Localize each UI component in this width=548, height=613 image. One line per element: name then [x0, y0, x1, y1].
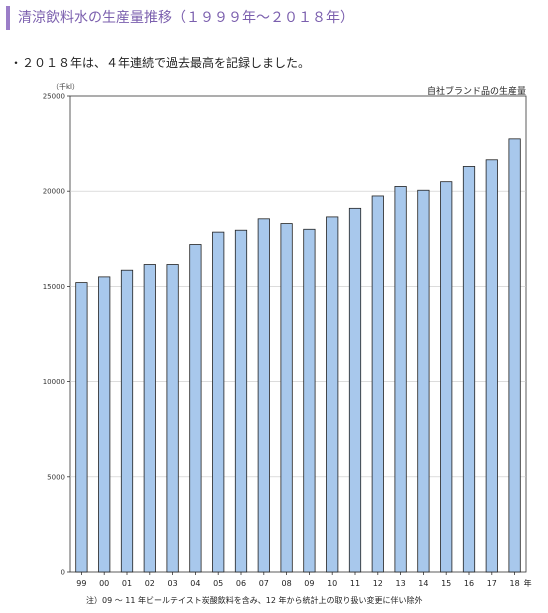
y-tick-label: 25000: [43, 93, 65, 101]
x-tick-label: 10: [327, 579, 337, 588]
bar-03: [166, 264, 179, 573]
page-title: 清涼飲料水の生産量推移（１９９９年～２０１８年）: [6, 6, 542, 30]
x-tick-label: 16: [464, 579, 474, 588]
x-tick-label: 17: [487, 579, 497, 588]
bar-16: [462, 166, 476, 573]
bar-08: [280, 223, 293, 573]
bar-01: [120, 269, 134, 573]
unit-label: （千kl）: [52, 82, 79, 91]
bar-18: [508, 138, 521, 573]
x-tick-label: 00: [99, 579, 109, 588]
x-tick-label: 01: [122, 579, 132, 588]
x-tick-label: 05: [213, 579, 223, 588]
x-tick-label: 15: [441, 579, 451, 588]
y-tick-layer: 0 5000 10000 15000 20000 25000: [43, 93, 65, 577]
bar-14: [417, 189, 430, 573]
y-tick-label: 10000: [43, 378, 65, 386]
x-tick-label: 06: [236, 579, 246, 588]
bar-12: [371, 195, 384, 573]
bar-00: [98, 276, 111, 573]
x-tick-label: 99: [76, 579, 86, 588]
x-tick-label: 14: [418, 579, 428, 588]
bar-06: [234, 229, 248, 573]
bar-05: [212, 231, 225, 573]
x-tick-label: 18: [510, 579, 520, 588]
x-tick-label: 13: [396, 579, 406, 588]
y-tick-label: 20000: [43, 188, 65, 196]
x-tick-label: 09: [304, 579, 314, 588]
grid-layer: [67, 95, 527, 575]
x-tick-layer: 99 00 01 02 03 04 05 06 07 08 09 10 11 12 13 14 15 16 17 18…: [76, 578, 531, 588]
bar-07: [257, 218, 270, 573]
chart-container: （千kl） 自社ブランド品の生産量 0 5000 10000 15000 20000 25…: [0, 78, 548, 609]
bar-15: [440, 181, 453, 573]
x-tick-label: 03: [168, 579, 178, 588]
y-tick-label: 0: [61, 569, 65, 577]
bars-layer: [75, 138, 521, 573]
x-tick-label: 02: [145, 579, 155, 588]
bar-09: [303, 228, 316, 573]
plot-frame: [69, 95, 527, 573]
x-tick-label: 04: [190, 579, 200, 588]
summary-bullet: ・２０１８年は、４年連続で過去最高を記録しました。: [10, 56, 311, 70]
bar-11: [348, 207, 362, 573]
bar-17: [485, 159, 498, 573]
x-tick-label: 08: [282, 579, 292, 588]
y-tick-label: 15000: [43, 283, 65, 291]
bar-10: [326, 216, 339, 573]
x-axis-suffix: 年: [524, 578, 532, 588]
y-tick-label: 5000: [47, 473, 65, 481]
x-tick-label: 12: [373, 579, 383, 588]
legend-note: 自社ブランド品の生産量: [427, 85, 526, 97]
x-tick-label: 07: [259, 579, 269, 588]
bar-04: [189, 244, 202, 573]
bar-02: [143, 264, 156, 573]
bar-13: [394, 186, 407, 573]
bar-chart: （千kl） 自社ブランド品の生産量 0500010000150002000025…: [43, 82, 532, 605]
x-tick-label: 11: [350, 579, 360, 588]
footnote: 注）09 ～ 11 年ビールテイスト炭酸飲料を含み、12 年から統計上の取り扱い…: [86, 595, 422, 605]
bar-99: [75, 282, 88, 573]
